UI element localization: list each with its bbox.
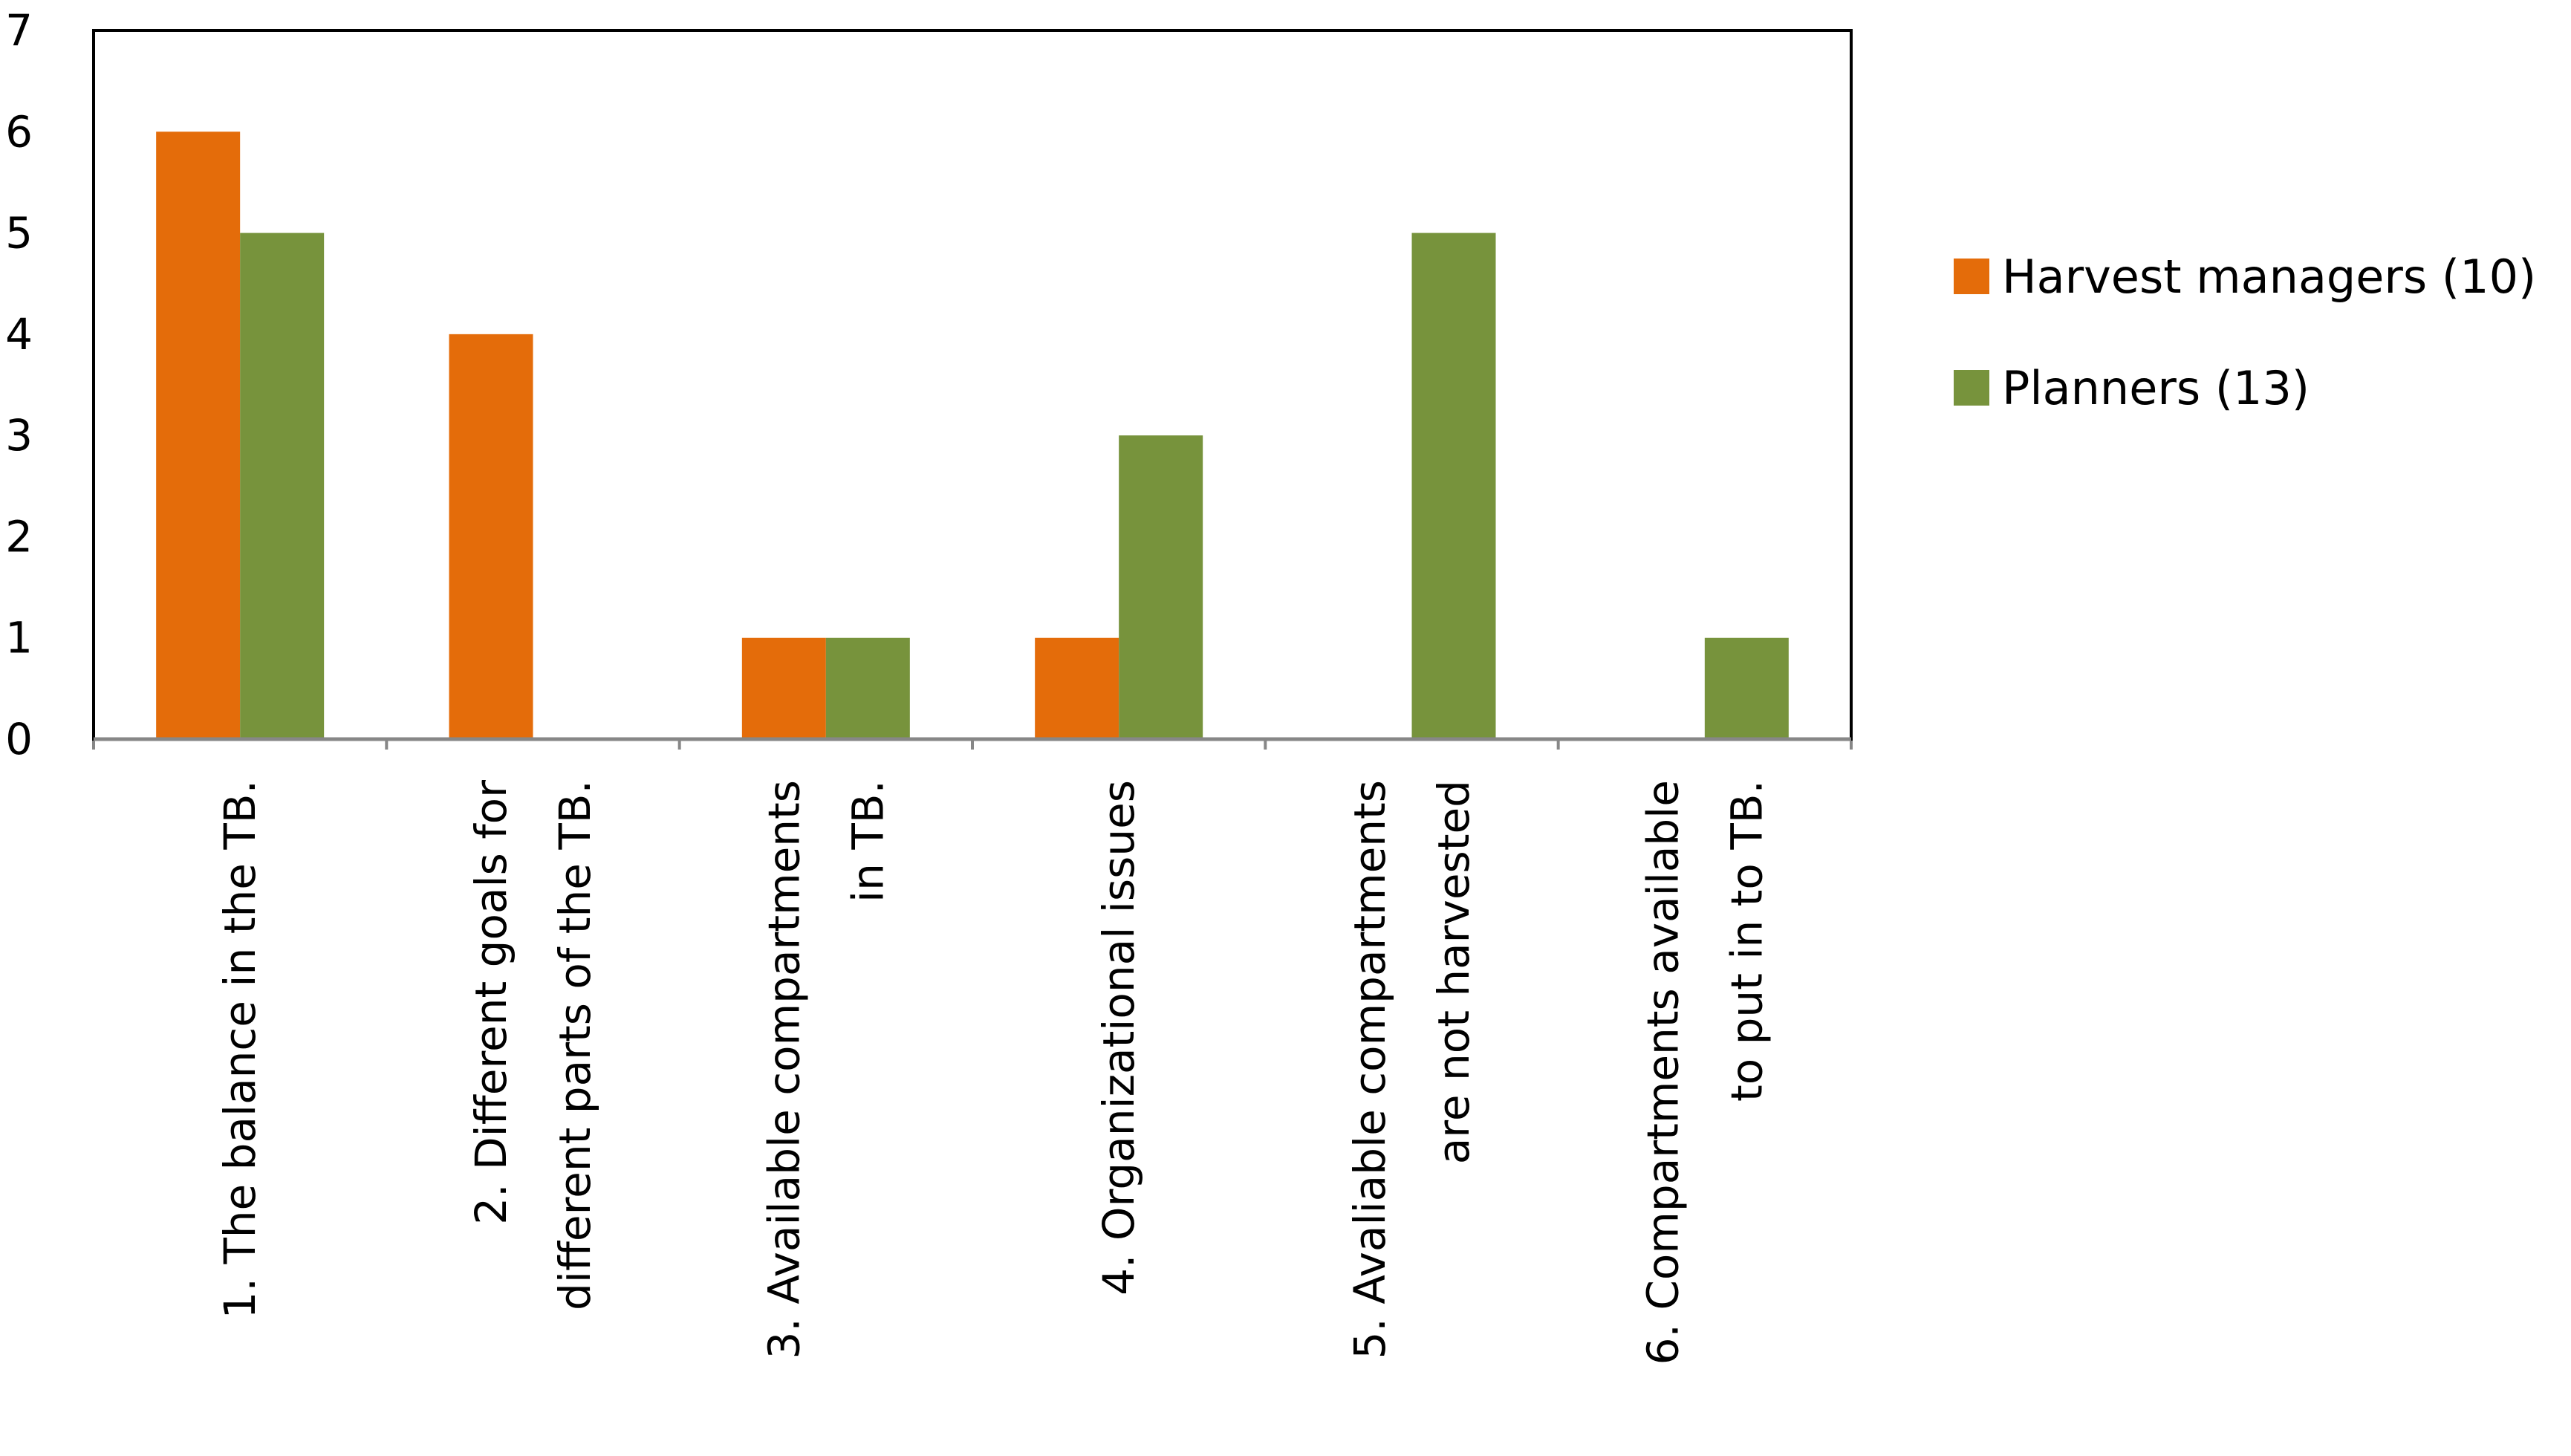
bar-planners — [1119, 435, 1203, 739]
bar-planners — [825, 637, 910, 739]
category-label: to put in to TB. — [1721, 780, 1772, 1102]
bar-harvest-managers — [156, 131, 241, 740]
legend-label: Harvest managers (10) — [2002, 250, 2536, 304]
bar-harvest-managers — [741, 637, 826, 739]
y-tick-label: 0 — [5, 714, 33, 764]
bar-planners — [240, 233, 325, 740]
bar-harvest-managers — [449, 334, 533, 739]
y-tick-label: 7 — [5, 5, 33, 56]
category-label: 6. Compartments available — [1637, 780, 1688, 1365]
bar-harvest-managers — [1035, 637, 1119, 739]
category-label: 3. Available compartments — [758, 780, 809, 1359]
legend-swatch — [1954, 370, 1989, 406]
y-tick-label: 2 — [5, 511, 33, 562]
category-label: different parts of the TB. — [550, 780, 600, 1310]
category-label: in TB. — [842, 780, 893, 903]
category-label: 5. Avaliable compartments — [1345, 780, 1395, 1359]
legend-label: Planners (13) — [2002, 361, 2310, 415]
y-tick-label: 5 — [5, 208, 33, 259]
y-tick-label: 3 — [5, 410, 33, 461]
legend: Harvest managers (10) Planners (13) — [1954, 250, 2536, 415]
category-label: 1. The balance in the TB. — [215, 780, 265, 1319]
bar-planners — [1411, 233, 1496, 740]
plot-frame — [92, 29, 1853, 741]
category-label: 2. Different goals for — [466, 780, 516, 1225]
y-tick-label: 1 — [5, 613, 33, 663]
category-label: 4. Organizational issues — [1093, 780, 1144, 1296]
legend-swatch — [1954, 259, 1989, 294]
bars — [156, 131, 1789, 740]
y-tick-label: 6 — [5, 106, 33, 157]
y-tick-labels: 0 1 2 3 4 5 6 7 — [5, 5, 33, 764]
category-label: are not harvested — [1428, 780, 1479, 1164]
category-labels: 1. The balance in the TB. 2. Different go… — [215, 780, 1772, 1365]
bar-planners — [1704, 637, 1789, 739]
y-tick-label: 4 — [5, 309, 33, 360]
